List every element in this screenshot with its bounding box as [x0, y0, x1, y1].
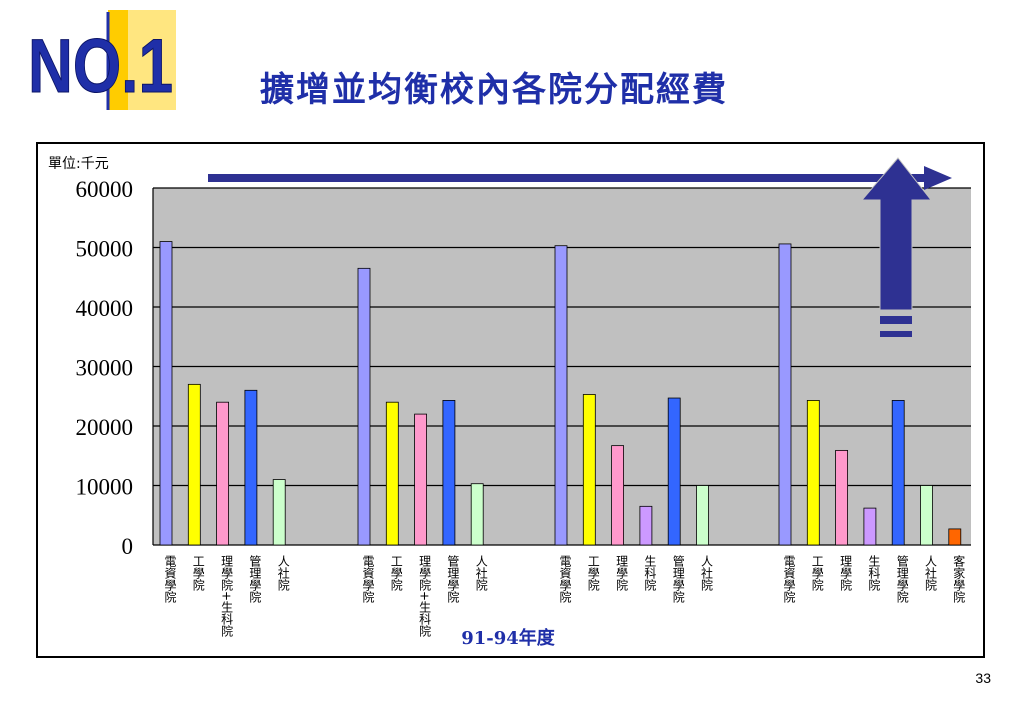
bar	[442, 400, 456, 546]
category-label: 人社院	[276, 555, 290, 591]
y-tick-label: 40000	[76, 296, 134, 321]
bar-chart: 0 10000 20000 30000 40000 50000 60000 單位:千元電資學院…	[48, 156, 971, 649]
category-label: 電資學院	[361, 555, 375, 603]
bar	[385, 401, 399, 546]
logo-yellow-block	[128, 10, 176, 110]
y-tick-label: 0	[122, 534, 134, 559]
bar	[470, 483, 484, 546]
category-label: 管理學院	[248, 554, 262, 603]
x-axis-label: 91-94年度	[461, 627, 556, 649]
bar	[891, 400, 905, 546]
category-label: 工學院	[389, 555, 403, 591]
bar	[272, 479, 286, 546]
category-label: 客家學院	[952, 554, 966, 603]
bar	[554, 245, 568, 546]
bar	[696, 485, 709, 546]
bar	[187, 383, 201, 546]
y-tick-label: 60000	[76, 177, 134, 202]
horizontal-arrow-head-icon	[924, 166, 952, 190]
bar	[835, 449, 848, 546]
bar	[639, 505, 653, 546]
y-tick-label: 20000	[76, 415, 134, 440]
unit-label: 單位:千元	[48, 156, 109, 172]
category-label: 管理學院	[446, 554, 460, 603]
category-label: 工學院	[191, 555, 205, 591]
category-label: 管理學院	[671, 554, 685, 603]
bar	[667, 397, 681, 546]
horizontal-arrow-icon	[208, 174, 926, 182]
y-tick-label: 10000	[76, 475, 134, 500]
no1-logo: NO.1	[28, 10, 176, 110]
category-label: 理學院	[615, 555, 629, 591]
bar	[159, 241, 173, 546]
up-arrow-stripe-icon	[880, 331, 912, 337]
category-label: 生科院	[867, 555, 881, 591]
logo-yellow-bar	[108, 10, 128, 110]
bar	[414, 413, 428, 546]
category-label: 生科院	[643, 555, 657, 591]
bar	[582, 394, 596, 546]
bar	[948, 528, 962, 546]
chart-frame: 0 10000 20000 30000 40000 50000 60000 單位:千元電資學院…	[36, 142, 985, 658]
bar	[216, 401, 230, 546]
bar	[778, 243, 792, 546]
category-label: 電資學院	[558, 555, 572, 603]
up-arrow-icon	[860, 157, 933, 311]
category-label: 管理學院	[895, 554, 909, 603]
up-arrow-stripe-icon	[880, 316, 912, 324]
bar	[611, 445, 624, 546]
category-label: 理學院+生科院	[418, 555, 432, 637]
category-label: 人社院	[924, 555, 938, 591]
category-label: 電資學院	[782, 555, 796, 603]
logo-text: NO.1	[28, 24, 173, 109]
bar	[357, 267, 371, 546]
category-label: 理學院	[839, 555, 853, 591]
slide-number: 33	[975, 670, 991, 686]
bar	[244, 389, 258, 546]
category-label: 電資學院	[163, 555, 177, 603]
category-label: 工學院	[586, 555, 600, 591]
y-tick-label: 50000	[76, 237, 134, 262]
category-label: 人社院	[700, 555, 714, 591]
category-label: 工學院	[810, 555, 824, 591]
bar	[863, 507, 877, 546]
category-label: 人社院	[474, 555, 488, 591]
bar	[806, 400, 820, 546]
y-tick-label: 30000	[76, 356, 134, 381]
category-label: 理學院+生科院	[220, 555, 234, 637]
bar	[920, 485, 933, 546]
slide-title: 擴增並均衡校內各院分配經費	[260, 70, 728, 110]
